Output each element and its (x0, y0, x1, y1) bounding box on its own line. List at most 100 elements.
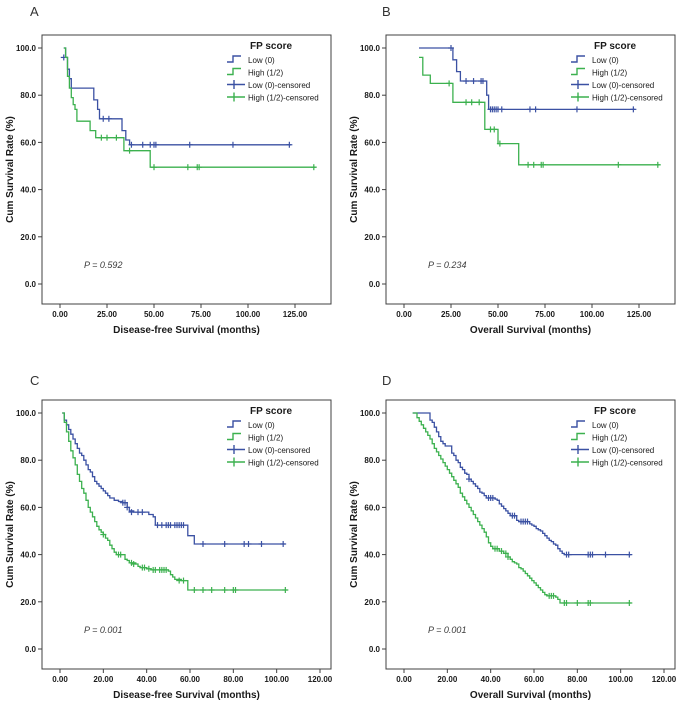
legend-item-label: Low (0) (248, 421, 275, 430)
series-0-curve (412, 412, 632, 556)
y-tick-label: 80.0 (364, 91, 380, 100)
legend: FP score Low (0) High (1/2) Low (0)-censore… (227, 41, 319, 103)
series-1-censor-marks (446, 80, 661, 168)
legend-item-label: High (1/2) (248, 434, 283, 443)
panel-A-chart: A 0.0 20.0 40.0 60.0 80.0 100.0 0.00 25.00 50.00 7… (5, 4, 332, 336)
legend-item-label: Low (0) (592, 421, 619, 430)
x-tick-label: 75.00 (191, 310, 212, 319)
x-tick-label: 40.00 (481, 675, 502, 684)
panel-A: A 0.0 20.0 40.0 60.0 80.0 100.0 0.00 25.00 50.00 7… (0, 0, 344, 355)
legend-item-label: High (1/2) (592, 69, 627, 78)
x-tick-label: 80.00 (223, 675, 244, 684)
legend: FP score Low (0) High (1/2) Low (0)-censore… (571, 406, 663, 468)
series-1-censor-marks (492, 545, 633, 606)
x-tick-label: 60.00 (524, 675, 545, 684)
series-0-censor-marks (448, 45, 637, 113)
legend-line-swatch (571, 55, 585, 63)
plot-frame (385, 399, 676, 670)
y-tick-label: 60.0 (20, 138, 36, 147)
legend-item-label: Low (0)-censored (248, 81, 310, 90)
legend-title: FP score (250, 406, 292, 417)
x-tick-label: 50.00 (488, 310, 509, 319)
x-tick-label: 60.00 (180, 675, 201, 684)
legend-title: FP score (594, 406, 636, 417)
legend-title: FP score (594, 41, 636, 52)
x-tick-label: 125.00 (627, 310, 652, 319)
y-tick-label: 40.0 (364, 186, 380, 195)
legend-line-swatch (227, 432, 241, 441)
x-tick-label: 100.00 (580, 310, 605, 319)
series-0-curve (419, 47, 636, 111)
legend-line-swatch (227, 55, 241, 63)
x-axis-title: Disease-free Survival (months) (113, 690, 260, 701)
p-value: P = 0.001 (84, 625, 122, 635)
x-tick-label: 25.00 (441, 310, 462, 319)
panel-B-chart: B 0.0 20.0 40.0 60.0 80.0 100.0 0.00 25.00 50.00 7… (349, 4, 676, 336)
y-axis-title: Cum Survival Rate (%) (5, 116, 16, 223)
series-1-censor-marks (98, 134, 317, 171)
legend-title: FP score (250, 41, 292, 52)
x-tick-label: 120.00 (308, 675, 333, 684)
x-tick-label: 100.00 (264, 675, 289, 684)
x-tick-label: 75.00 (535, 310, 556, 319)
legend-line-swatch (227, 67, 241, 76)
legend-line-swatch (571, 432, 585, 441)
y-tick-label: 60.0 (364, 138, 380, 147)
y-tick-label: 100.0 (360, 409, 381, 418)
plot-frame (385, 34, 676, 305)
x-tick-label: 20.00 (437, 675, 458, 684)
legend-item-label: Low (0)-censored (592, 446, 654, 455)
legend: FP score Low (0) High (1/2) Low (0)-censore… (227, 406, 319, 468)
y-tick-label: 100.0 (16, 44, 37, 53)
series-0-censor-marks (466, 476, 633, 558)
panel-label: C (30, 373, 39, 388)
legend-line-swatch (571, 67, 585, 76)
y-tick-label: 0.0 (369, 645, 381, 654)
x-tick-label: 25.00 (97, 310, 118, 319)
panel-C: C 0.0 20.0 40.0 60.0 80.0 100.0 0.00 20.00 40.00 6… (0, 355, 344, 710)
p-value: P = 0.234 (428, 260, 466, 270)
series-0-censor-marks (60, 54, 293, 148)
panel-C-chart: C 0.0 20.0 40.0 60.0 80.0 100.0 0.00 20.00 40.00 6… (5, 373, 333, 701)
x-tick-label: 120.00 (652, 675, 677, 684)
y-tick-label: 60.0 (20, 503, 36, 512)
series-1-curve (63, 47, 316, 168)
y-tick-label: 0.0 (25, 280, 37, 289)
legend-item-label: High (1/2)-censored (592, 459, 663, 468)
y-tick-label: 20.0 (20, 233, 36, 242)
x-tick-label: 0.00 (52, 310, 68, 319)
panel-label: A (30, 4, 39, 19)
p-value: P = 0.592 (84, 260, 122, 270)
x-tick-label: 0.00 (396, 675, 412, 684)
series-1-curve (412, 412, 632, 604)
legend-item-label: High (1/2) (248, 69, 283, 78)
y-tick-label: 100.0 (16, 409, 37, 418)
y-tick-label: 20.0 (20, 598, 36, 607)
x-tick-label: 125.00 (283, 310, 308, 319)
panel-D-chart: D 0.0 20.0 40.0 60.0 80.0 100.0 0.00 20.00 40.00 6… (349, 373, 677, 701)
y-tick-label: 20.0 (364, 233, 380, 242)
panel-D: D 0.0 20.0 40.0 60.0 80.0 100.0 0.00 20.00 40.00 6… (344, 355, 688, 710)
y-tick-label: 0.0 (369, 280, 381, 289)
plot-frame (41, 399, 332, 670)
x-tick-label: 0.00 (52, 675, 68, 684)
x-tick-label: 50.00 (144, 310, 165, 319)
panel-label: B (382, 4, 391, 19)
legend-item-label: Low (0) (248, 56, 275, 65)
y-tick-label: 40.0 (20, 551, 36, 560)
legend: FP score Low (0) High (1/2) Low (0)-censore… (571, 41, 663, 103)
series-1-censor-marks (100, 531, 289, 593)
y-tick-label: 0.0 (25, 645, 37, 654)
y-tick-label: 60.0 (364, 503, 380, 512)
legend-item-label: High (1/2)-censored (248, 459, 319, 468)
y-tick-label: 100.0 (360, 44, 381, 53)
legend-item-label: High (1/2)-censored (248, 94, 319, 103)
legend-line-swatch (571, 420, 585, 428)
y-tick-label: 80.0 (20, 456, 36, 465)
x-axis-title: Overall Survival (months) (470, 690, 591, 701)
legend-item-label: High (1/2) (592, 434, 627, 443)
x-axis-title: Disease-free Survival (months) (113, 325, 260, 336)
legend-item-label: Low (0) (592, 56, 619, 65)
y-tick-label: 80.0 (364, 456, 380, 465)
